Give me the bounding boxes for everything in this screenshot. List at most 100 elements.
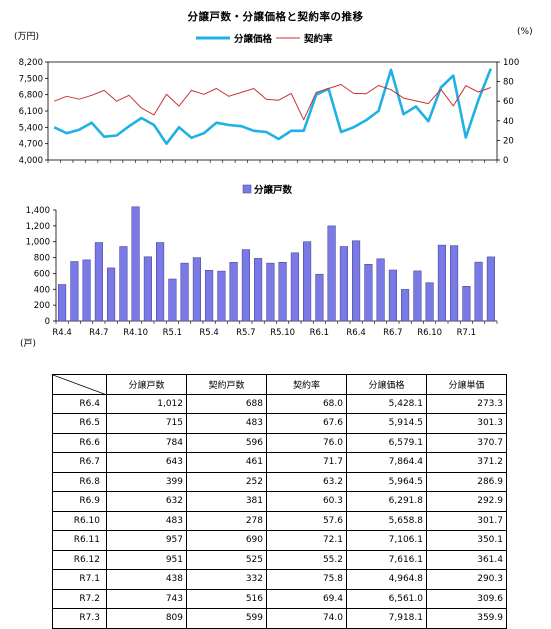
table-cell: 1,012: [106, 393, 187, 414]
bar-chart-axes: 0 200 400 600 800 1,000 1,200 1,400 R4.4 R4.7 R4.1…: [26, 206, 498, 338]
table-cell: 75.8: [266, 569, 347, 590]
data-table: 分譲戸数 契約戸数 契約率 分譲価格 分譲単価 R6.4 1,012 688 68.0 5,42…: [52, 374, 507, 629]
left-tick-label: 6,100: [19, 107, 43, 117]
table-cell: 7,918.1: [346, 608, 427, 629]
table-cell: 5,658.8: [346, 510, 427, 531]
bar-chart-bars: [58, 206, 495, 322]
bar-y-tick-label: 200: [34, 301, 50, 311]
left-axis-unit: (万円): [14, 31, 39, 42]
table-cell: 5,428.1: [346, 393, 427, 414]
table-row: R6.12 951 525 55.2 7,616.1 361.4: [52, 549, 507, 570]
table-cell: 5,914.5: [346, 413, 427, 434]
table-header-row: 分譲戸数 契約戸数 契約率 分譲価格 分譲単価: [52, 374, 507, 395]
bar: [94, 242, 103, 322]
table-cell: 809: [106, 608, 187, 629]
table-cell: 643: [106, 452, 187, 473]
bar: [241, 249, 250, 322]
row-label: R6.11: [52, 530, 107, 551]
left-tick-label: 7,500: [19, 74, 43, 84]
table-cell: 516: [186, 588, 267, 609]
table-cell: 309.6: [426, 588, 507, 609]
row-label: R7.1: [52, 569, 107, 590]
bar-y-tick-label: 0: [45, 317, 50, 327]
table-cell: 951: [106, 549, 187, 570]
table-row: R6.7 643 461 71.7 7,864.4 371.2: [52, 452, 507, 473]
table-cell: 6,561.0: [346, 588, 427, 609]
table-cell: 599: [186, 608, 267, 629]
rate-series-line: [54, 84, 491, 121]
table-column-header: 分譲戸数: [106, 374, 187, 395]
table-cell: 688: [186, 393, 267, 414]
table-cell: 483: [186, 413, 267, 434]
bar: [474, 261, 483, 322]
table-cell: 7,864.4: [346, 452, 427, 473]
bar: [180, 262, 189, 322]
table-cell: 252: [186, 471, 267, 492]
bar-axis-unit: (戸): [20, 338, 36, 349]
left-tick-label: 5,400: [19, 123, 43, 133]
page-title: 分譲戸数・分譲価格と契約率の推移: [187, 11, 364, 23]
bar-x-tick-label: R5.1: [163, 328, 182, 338]
bar-x-tick-label: R5.7: [236, 328, 255, 338]
line-plot-frame: [47, 61, 498, 161]
bar: [462, 286, 471, 322]
table-cell: 67.6: [266, 413, 347, 434]
bar: [486, 256, 495, 322]
table-cell: 72.1: [266, 530, 347, 551]
bar: [364, 264, 373, 322]
bar: [192, 257, 201, 322]
table-cell: 632: [106, 491, 187, 512]
bar: [266, 262, 275, 322]
bar: [58, 284, 67, 322]
right-tick-label: 60: [503, 97, 514, 107]
corner-diagonal: [53, 375, 107, 395]
bar-x-tick-label: R6.4: [346, 328, 365, 338]
table-cell: 361.4: [426, 549, 507, 570]
bar-y-tick-label: 1,000: [26, 238, 50, 248]
table-body: R6.4 1,012 688 68.0 5,428.1 273.3 R6.5 715 483 67…: [52, 393, 507, 629]
table-cell: 596: [186, 432, 267, 453]
bar: [254, 258, 263, 322]
bar: [156, 242, 165, 322]
bar: [303, 241, 312, 322]
bar: [278, 262, 287, 322]
bar: [437, 244, 446, 322]
legend-price-label: 分譲価格: [234, 33, 273, 45]
bar-x-tick-label: R6.7: [383, 328, 402, 338]
table-cell: 438: [106, 569, 187, 590]
table-cell: 76.0: [266, 432, 347, 453]
table-cell: 461: [186, 452, 267, 473]
bar: [290, 252, 299, 322]
bar-y-tick-label: 1,400: [26, 206, 50, 216]
table-cell: 381: [186, 491, 267, 512]
table-cell: 4,964.8: [346, 569, 427, 590]
bar: [339, 246, 348, 322]
bar-chart-legend: 分譲戸数: [242, 184, 293, 196]
right-tick-label: 20: [503, 136, 514, 146]
row-label: R6.4: [52, 393, 107, 414]
table-cell: 370.7: [426, 432, 507, 453]
bar: [376, 258, 385, 322]
table-cell: 332: [186, 569, 267, 590]
table-column-header: 分譲価格: [346, 374, 427, 395]
units-bar-chart: 分譲戸数 0 200 400 600 800 1,000 1,200 1,400 R4.4 R4.…: [20, 184, 498, 349]
right-tick-label: 100: [503, 58, 519, 68]
bar: [352, 240, 361, 322]
bar: [205, 270, 214, 322]
table-cell: 371.2: [426, 452, 507, 473]
table-cell: 68.0: [266, 393, 347, 414]
bar: [107, 267, 116, 322]
table-cell: 74.0: [266, 608, 347, 629]
bar-y-tick-label: 400: [34, 285, 50, 295]
row-label: R6.8: [52, 471, 107, 492]
table-row: R6.4 1,012 688 68.0 5,428.1 273.3: [52, 393, 507, 414]
bar: [131, 206, 140, 322]
table-row: R6.6 784 596 76.0 6,579.1 370.7: [52, 432, 507, 453]
price-rate-line-chart: (万円) (%) 分譲価格 契約率 4,000 4,700 5,400 6,100 6,8…: [14, 27, 533, 166]
bar: [119, 246, 128, 322]
left-tick-label: 4,000: [19, 156, 43, 166]
bar-y-tick-label: 1,200: [26, 222, 50, 232]
table-column-header: 契約戸数: [186, 374, 267, 395]
table-cell: 7,106.1: [346, 530, 427, 551]
table-cell: 63.2: [266, 471, 347, 492]
